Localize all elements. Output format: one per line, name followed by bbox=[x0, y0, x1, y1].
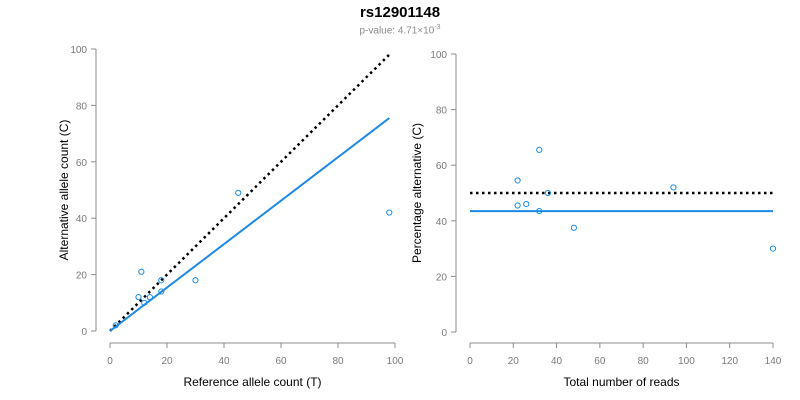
panel1-data-point bbox=[514, 202, 521, 209]
panel1-data-point bbox=[536, 146, 543, 154]
p-value-exponent: -3 bbox=[434, 24, 441, 31]
panel0-data-point bbox=[135, 294, 142, 301]
panel0-data-point bbox=[158, 288, 165, 295]
panel0-data-point bbox=[112, 322, 119, 329]
panel1-x-tick-label: 0 bbox=[467, 356, 473, 367]
panel1-y-tick-label: 20 bbox=[436, 272, 448, 283]
panel0-y-axis-label: Alternative allele count (C) bbox=[57, 120, 71, 261]
panel0-y-tick-label: 60 bbox=[76, 158, 88, 169]
panel1-x-tick-label: 140 bbox=[765, 356, 782, 367]
panel1-y-tick-label: 100 bbox=[430, 50, 447, 61]
panel0-y-tick-label: 100 bbox=[70, 45, 87, 56]
panel1-x-tick-label: 100 bbox=[678, 356, 695, 367]
panel0-y-tick-label: 40 bbox=[76, 214, 88, 225]
panel1-data-point bbox=[536, 207, 543, 215]
panel1-x-tick-label: 80 bbox=[638, 356, 650, 367]
panel0-x-tick-label: 100 bbox=[387, 356, 404, 367]
panel1-data-point bbox=[570, 224, 577, 231]
panel0-data-point bbox=[138, 268, 145, 275]
panel1-data-point bbox=[544, 189, 552, 197]
panel0-fitted-solid-line bbox=[109, 117, 390, 332]
p-value-text: p-value: 4.71×10 bbox=[359, 25, 435, 37]
panel0-data-point bbox=[192, 277, 199, 284]
panel0-x-tick-label: 60 bbox=[275, 356, 287, 367]
panel1-data-point bbox=[769, 245, 777, 252]
panel1-y-axis-label: Percentage alternative (C) bbox=[410, 123, 424, 263]
panel1-y-tick-label: 60 bbox=[436, 161, 448, 172]
panel1-x-axis-label: Total number of reads bbox=[563, 375, 679, 389]
panel1-y-tick-label: 0 bbox=[441, 328, 447, 339]
panel0-data-point bbox=[146, 294, 153, 301]
panel0-y-tick-label: 80 bbox=[76, 101, 88, 112]
panel0-data-point bbox=[235, 189, 242, 196]
panel0-x-tick-label: 20 bbox=[161, 356, 173, 367]
panel1-y-tick-label: 40 bbox=[436, 217, 448, 228]
chart-subtitle: p-value: 4.71×10-3 bbox=[0, 24, 800, 36]
panel0-expected-dotted-line bbox=[109, 53, 391, 332]
panel0-x-tick-label: 80 bbox=[332, 356, 344, 367]
panel1-x-tick-label: 20 bbox=[508, 356, 520, 367]
panel1-x-tick-label: 60 bbox=[594, 356, 606, 367]
panel1-y-tick-label: 80 bbox=[436, 106, 448, 117]
panel1-data-point bbox=[670, 184, 677, 191]
panel1-data-point bbox=[514, 177, 521, 184]
panel0-x-tick-label: 40 bbox=[218, 356, 230, 367]
left-panel-allele-counts: 0 20 40 60 80 100 0 20 40 60 80 100 Reference allele… bbox=[57, 45, 404, 389]
panel0-data-point bbox=[386, 209, 393, 216]
panel0-data-point bbox=[141, 299, 148, 306]
panel0-y-tick-label: 0 bbox=[81, 327, 87, 338]
panel1-x-tick-label: 40 bbox=[551, 356, 563, 367]
panel0-y-tick-label: 20 bbox=[76, 271, 88, 282]
panel0-x-axis-label: Reference allele count (T) bbox=[183, 375, 321, 389]
panel1-x-tick-label: 120 bbox=[721, 356, 738, 367]
chart-title: rs12901148 bbox=[359, 4, 441, 21]
right-panel-percentage-alternative: 0 20 40 60 80 100 120 140 0 20 40 60 80 100 Total numb… bbox=[410, 50, 782, 389]
panel1-data-point bbox=[523, 201, 530, 208]
panel0-x-tick-label: 0 bbox=[107, 356, 113, 367]
panel0-data-point bbox=[158, 277, 165, 284]
